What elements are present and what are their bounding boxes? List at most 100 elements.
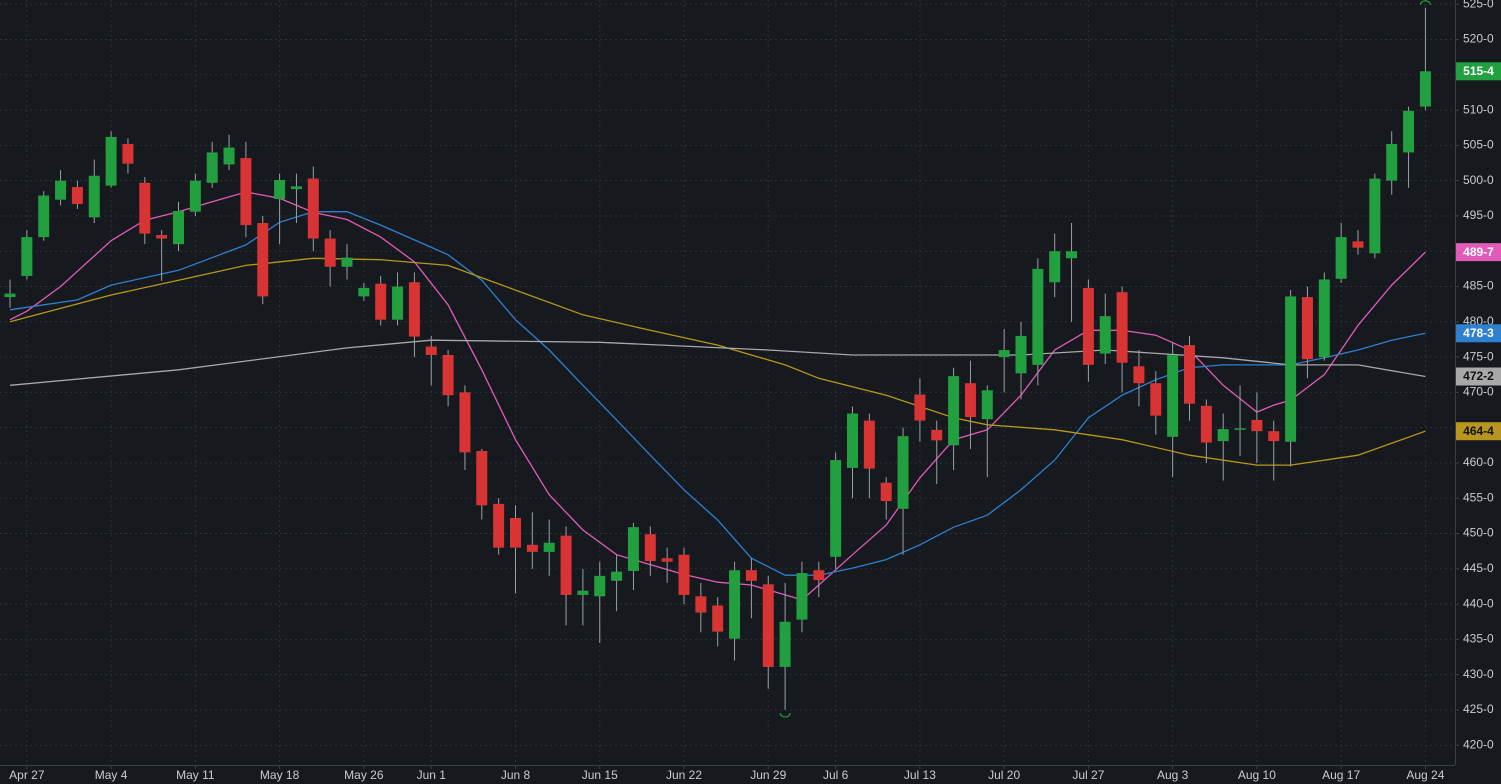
x-tick-label: May 26 — [344, 768, 384, 782]
candle-body — [493, 503, 505, 548]
price-badge — [1456, 422, 1501, 441]
candle-body — [459, 392, 471, 453]
candle-body — [644, 534, 656, 562]
candle-body — [1285, 296, 1297, 442]
candle-body — [1251, 419, 1263, 432]
candle-body — [257, 223, 269, 297]
candle-body — [948, 376, 960, 446]
price-badge-label: 478-3 — [1463, 326, 1494, 340]
price-badge-label: 515-4 — [1463, 64, 1494, 78]
candle-body — [813, 570, 825, 581]
candle-body — [189, 180, 201, 212]
candle-body — [847, 413, 858, 468]
candle-body — [661, 558, 673, 562]
candle-body — [375, 283, 387, 320]
x-tick-label: Aug 10 — [1238, 768, 1276, 782]
candle-body — [1335, 237, 1347, 279]
candle-body — [1015, 335, 1027, 374]
y-tick-label: 505-0 — [1463, 138, 1494, 152]
price-badge — [1456, 62, 1501, 81]
candle-body — [1116, 292, 1128, 363]
y-tick-label: 430-0 — [1463, 667, 1494, 681]
candle-body — [392, 286, 404, 320]
candle-body — [779, 621, 791, 667]
candle-body — [341, 257, 353, 267]
y-tick-label: 470-0 — [1463, 385, 1494, 399]
price-badge-label: 464-4 — [1463, 424, 1494, 438]
x-tick-label: May 4 — [95, 768, 128, 782]
candle-body — [678, 554, 690, 595]
candle-body — [4, 293, 16, 298]
moving-average-line — [9, 257, 1426, 466]
candle-body — [543, 542, 555, 552]
candle-body — [931, 429, 943, 441]
candle-body — [1082, 287, 1094, 365]
candle-body — [290, 186, 302, 190]
candle-body — [914, 394, 926, 421]
x-tick-label: Jun 29 — [750, 768, 786, 782]
candle-body — [1369, 178, 1381, 254]
candle-body — [156, 235, 168, 239]
candle-body — [712, 605, 724, 632]
candle-body — [1403, 110, 1415, 153]
y-tick-label: 440-0 — [1463, 596, 1494, 610]
candle-body — [1032, 268, 1044, 365]
candle-body — [1099, 316, 1111, 354]
x-tick-label: Aug 3 — [1157, 768, 1189, 782]
y-tick-label: 460-0 — [1463, 455, 1494, 469]
high-marker — [1419, 0, 1431, 5]
price-badge — [1456, 367, 1501, 386]
price-badge-label: 489-7 — [1463, 245, 1494, 259]
y-tick-label: 425-0 — [1463, 702, 1494, 716]
candle-body — [1217, 429, 1229, 442]
candle-body — [981, 390, 993, 420]
candle-body — [627, 527, 639, 571]
candle-body — [240, 158, 252, 226]
candle-body — [577, 590, 589, 595]
candle-body — [1133, 366, 1145, 384]
candle-body — [105, 136, 117, 186]
candle-body — [1150, 383, 1162, 416]
candle-body — [38, 195, 50, 238]
x-tick-label: Jul 6 — [823, 768, 849, 782]
candle-body — [729, 570, 741, 639]
y-tick-label: 445-0 — [1463, 561, 1494, 575]
candle-body — [526, 544, 538, 552]
candle-body — [358, 287, 370, 297]
candle-body — [88, 175, 100, 218]
price-badge-label: 472-2 — [1463, 369, 1494, 383]
candle-body — [1066, 251, 1078, 259]
candle-body — [122, 143, 134, 164]
candle-body — [1268, 431, 1280, 442]
candle-body — [745, 570, 757, 581]
candle-body — [830, 460, 842, 557]
candle-body — [695, 596, 707, 613]
candle-body — [324, 238, 336, 267]
y-tick-label: 500-0 — [1463, 173, 1494, 187]
y-tick-label: 450-0 — [1463, 526, 1494, 540]
x-tick-label: Jun 1 — [417, 768, 447, 782]
candle-body — [71, 187, 83, 204]
y-tick-label: 475-0 — [1463, 349, 1494, 363]
candle-body — [206, 152, 218, 183]
candle-body — [1318, 279, 1330, 358]
x-tick-label: Apr 27 — [9, 768, 45, 782]
candle-body — [796, 573, 808, 620]
candle-body — [611, 571, 623, 581]
y-tick-label: 510-0 — [1463, 102, 1494, 116]
candle-body — [897, 436, 909, 509]
candle-body — [55, 180, 67, 200]
candle-body — [307, 178, 319, 239]
y-tick-label: 520-0 — [1463, 32, 1494, 46]
candle-body — [1234, 428, 1246, 430]
candle-body — [1200, 405, 1212, 443]
candle-body — [1049, 251, 1061, 283]
candle-body — [408, 282, 420, 337]
candle-body — [880, 482, 892, 502]
x-tick-label: May 11 — [176, 768, 215, 782]
candle-body — [762, 584, 774, 667]
price-badge — [1456, 324, 1501, 343]
candle-body — [1386, 143, 1398, 181]
